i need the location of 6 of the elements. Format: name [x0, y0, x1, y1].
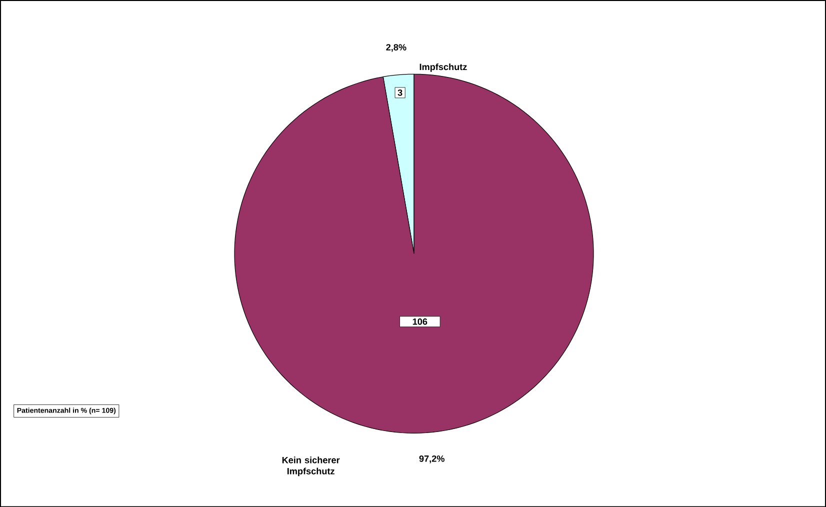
slice-label: Kein sicherer Impfschutz: [282, 456, 340, 476]
text: 2,8%: [386, 44, 406, 52]
slice-label: Impfschutz: [420, 63, 467, 72]
data-label: 3: [398, 89, 402, 96]
text: 97,2%: [419, 455, 444, 464]
data-label: 106: [412, 318, 428, 325]
